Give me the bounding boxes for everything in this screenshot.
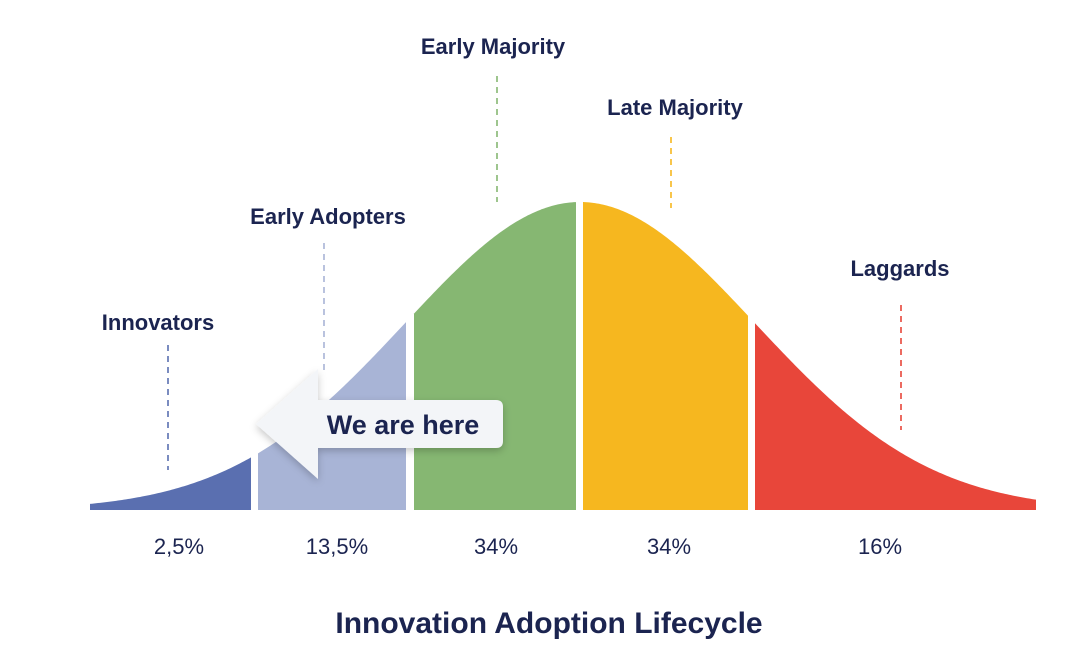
- percent-early-majority: 34%: [474, 534, 518, 559]
- segment-labels: Innovators Early Adopters Early Majority…: [102, 34, 950, 335]
- callout-arrow: [256, 369, 503, 479]
- segment-innovators: [90, 457, 251, 510]
- segment-laggards: [755, 323, 1036, 510]
- leader-lines: [167, 76, 902, 470]
- percent-labels: 2,5% 13,5% 34% 34% 16%: [154, 534, 902, 559]
- diagram-title: Innovation Adoption Lifecycle: [335, 607, 762, 640]
- segment-late-majority: [583, 202, 748, 511]
- percent-early-adopters: 13,5%: [306, 534, 368, 559]
- label-early-adopters: Early Adopters: [250, 204, 406, 229]
- percent-innovators: 2,5%: [154, 534, 204, 559]
- percent-laggards: 16%: [858, 534, 902, 559]
- label-late-majority: Late Majority: [607, 95, 743, 120]
- left-arrow-shape: [256, 369, 503, 479]
- segment-early-majority: [414, 202, 576, 510]
- label-laggards: Laggards: [850, 256, 949, 281]
- bell-curve: [90, 202, 1036, 511]
- label-early-majority: Early Majority: [421, 34, 566, 59]
- label-innovators: Innovators: [102, 310, 214, 335]
- percent-late-majority: 34%: [647, 534, 691, 559]
- callout-label: We are here: [327, 410, 480, 440]
